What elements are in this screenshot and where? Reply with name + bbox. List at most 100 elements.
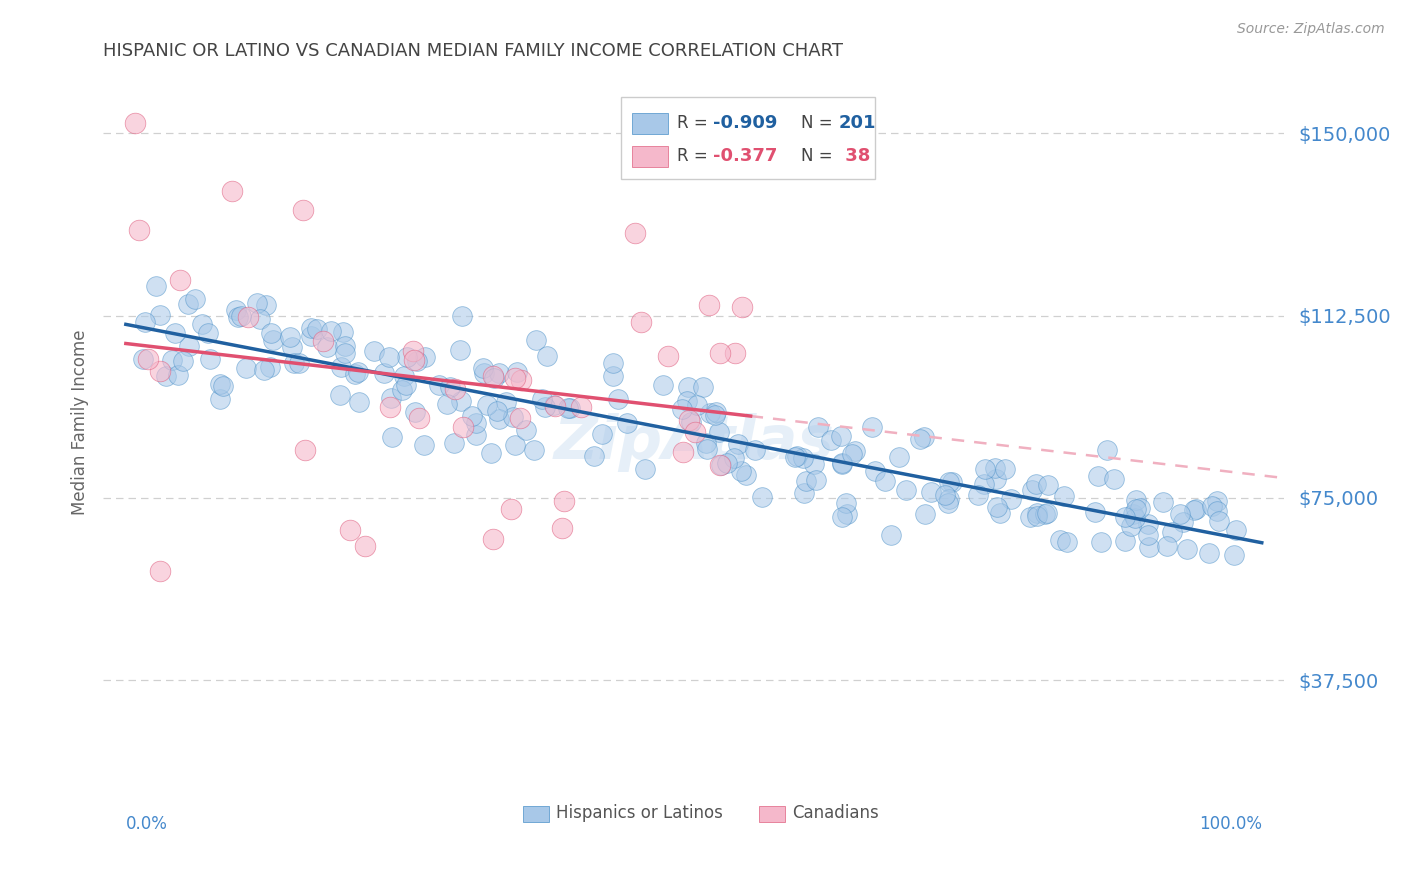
Point (136, 352, 159, 367)
Point (134, 314, 156, 328)
Point (1125, 501, 1147, 516)
Point (692, 379, 714, 393)
Point (723, 451, 745, 466)
Point (510, 373, 533, 387)
Point (820, 434, 842, 448)
Point (167, 368, 190, 382)
Point (380, 391, 402, 405)
Point (392, 368, 415, 383)
Point (488, 412, 510, 426)
Text: N =: N = (801, 114, 838, 132)
Point (967, 488, 990, 502)
Point (695, 436, 717, 450)
Point (145, 278, 167, 293)
Point (1056, 535, 1078, 549)
Text: 38: 38 (839, 147, 870, 165)
Point (908, 433, 931, 447)
Point (986, 500, 1008, 514)
Point (208, 377, 231, 392)
Point (1102, 472, 1125, 486)
Point (449, 343, 471, 357)
Point (128, 223, 150, 237)
Point (316, 341, 339, 355)
Point (1036, 506, 1059, 520)
Point (671, 402, 693, 417)
Point (439, 380, 461, 394)
Point (1168, 507, 1191, 521)
Point (727, 437, 749, 451)
Point (697, 297, 720, 311)
Point (176, 297, 198, 311)
Point (427, 377, 450, 392)
FancyBboxPatch shape (620, 97, 875, 179)
Point (380, 400, 402, 414)
Point (616, 416, 638, 430)
Point (796, 474, 818, 488)
Point (831, 457, 853, 471)
Point (678, 413, 700, 427)
Point (495, 394, 517, 409)
Point (793, 486, 815, 500)
Point (835, 507, 858, 521)
Point (259, 360, 281, 375)
Point (443, 436, 465, 450)
Point (1123, 510, 1146, 524)
Text: Canadians: Canadians (792, 805, 879, 822)
Point (344, 367, 367, 381)
Point (413, 350, 436, 364)
Point (183, 293, 205, 307)
Point (381, 430, 404, 444)
Point (974, 462, 997, 476)
Point (1084, 505, 1107, 519)
Point (281, 340, 304, 354)
Point (938, 491, 960, 506)
Point (914, 507, 936, 521)
Point (1156, 539, 1178, 553)
Y-axis label: Median Family Income: Median Family Income (72, 329, 89, 515)
Point (724, 346, 747, 360)
Point (252, 363, 274, 377)
Point (938, 475, 960, 490)
Point (502, 409, 524, 424)
Point (844, 444, 866, 458)
Text: R =: R = (678, 114, 713, 132)
Point (299, 328, 322, 343)
Point (209, 392, 232, 406)
Point (236, 310, 259, 324)
Point (1122, 507, 1144, 521)
Point (679, 415, 702, 429)
Point (391, 384, 413, 398)
Point (373, 367, 395, 381)
Point (936, 496, 959, 510)
Point (1036, 478, 1059, 492)
Point (1205, 504, 1227, 518)
Point (235, 360, 257, 375)
Point (413, 438, 436, 452)
Bar (633, 113, 668, 134)
Point (1114, 534, 1136, 549)
Point (553, 494, 575, 508)
Bar (523, 806, 548, 822)
Point (1090, 535, 1112, 549)
Point (744, 442, 766, 457)
Point (807, 420, 830, 434)
Point (1206, 494, 1229, 508)
Point (686, 399, 709, 413)
Point (792, 450, 814, 465)
Point (472, 361, 495, 376)
Point (378, 351, 401, 365)
Point (464, 428, 486, 442)
Point (501, 501, 523, 516)
Point (404, 404, 426, 418)
Text: 100.0%: 100.0% (1199, 815, 1261, 833)
Point (191, 317, 214, 331)
Point (148, 364, 170, 378)
Point (536, 349, 558, 363)
Point (406, 353, 429, 368)
Point (1136, 517, 1159, 532)
Point (709, 345, 731, 359)
Point (408, 410, 430, 425)
Point (672, 444, 695, 458)
Point (557, 401, 579, 416)
Point (569, 400, 592, 414)
